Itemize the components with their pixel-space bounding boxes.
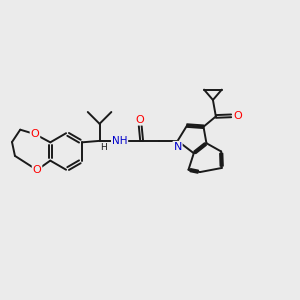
Text: O: O [136,115,145,125]
Text: N: N [173,142,182,152]
Text: H: H [100,143,107,152]
Text: NH: NH [112,136,127,146]
Text: O: O [31,129,39,139]
Text: O: O [33,165,41,175]
Text: O: O [233,111,242,121]
